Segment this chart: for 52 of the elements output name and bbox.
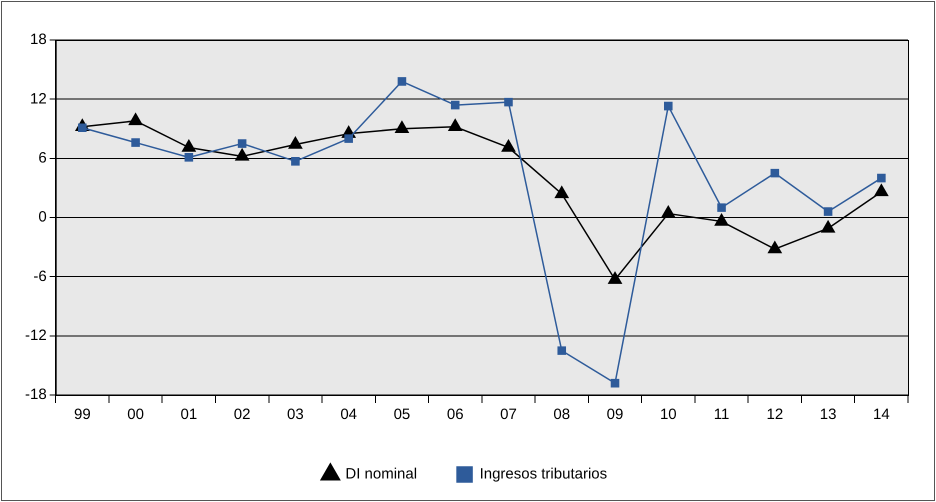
x-tick-label: 00 bbox=[127, 406, 144, 424]
point bbox=[238, 139, 246, 148]
y-tick-label: 18 bbox=[30, 31, 47, 48]
point bbox=[608, 272, 622, 284]
point bbox=[661, 206, 676, 218]
point bbox=[448, 119, 462, 132]
point bbox=[131, 138, 140, 147]
point bbox=[291, 157, 300, 166]
point bbox=[877, 174, 886, 182]
point bbox=[874, 184, 888, 196]
point bbox=[235, 148, 249, 161]
point bbox=[184, 153, 194, 162]
y-tick-label: 12 bbox=[30, 90, 47, 108]
point bbox=[717, 203, 726, 212]
point bbox=[554, 186, 569, 198]
x-tick-label: 01 bbox=[180, 406, 198, 424]
point bbox=[288, 136, 302, 149]
point bbox=[502, 140, 516, 152]
x-tick-label: 99 bbox=[74, 406, 91, 424]
point bbox=[664, 102, 673, 110]
legend-label: DI nominal bbox=[345, 466, 418, 483]
x-tick-label: 06 bbox=[446, 406, 464, 424]
x-tick-label: 08 bbox=[553, 406, 570, 424]
x-tick-label: 02 bbox=[234, 406, 250, 424]
point bbox=[504, 98, 513, 106]
point bbox=[182, 140, 196, 152]
y-tick-label: 6 bbox=[38, 149, 47, 166]
point bbox=[395, 121, 409, 133]
x-tick-label: 09 bbox=[606, 406, 624, 424]
y-tick-label: -6 bbox=[33, 268, 47, 285]
x-tick-label: 13 bbox=[820, 406, 836, 424]
point bbox=[344, 134, 353, 143]
x-tick-label: 03 bbox=[287, 406, 304, 424]
x-tick-label: 04 bbox=[340, 406, 358, 424]
x-tick-label: 05 bbox=[394, 406, 410, 424]
point bbox=[450, 100, 460, 110]
y-tick-label: 0 bbox=[38, 208, 47, 226]
point bbox=[398, 77, 406, 86]
y-tick-label: -18 bbox=[24, 386, 47, 404]
point bbox=[770, 168, 780, 178]
y-tick-label: -12 bbox=[24, 326, 47, 344]
point bbox=[768, 241, 782, 254]
x-tick-label: 07 bbox=[500, 406, 517, 424]
point bbox=[824, 207, 832, 216]
x-tick-label: 14 bbox=[873, 406, 890, 424]
point bbox=[821, 220, 835, 233]
point bbox=[714, 214, 728, 226]
point bbox=[128, 113, 142, 126]
x-tick-label: 11 bbox=[714, 406, 730, 424]
legend-label: Ingresos tributarios bbox=[480, 466, 608, 483]
x-tick-label: 12 bbox=[766, 406, 784, 424]
x-tick-label: 10 bbox=[660, 406, 677, 424]
